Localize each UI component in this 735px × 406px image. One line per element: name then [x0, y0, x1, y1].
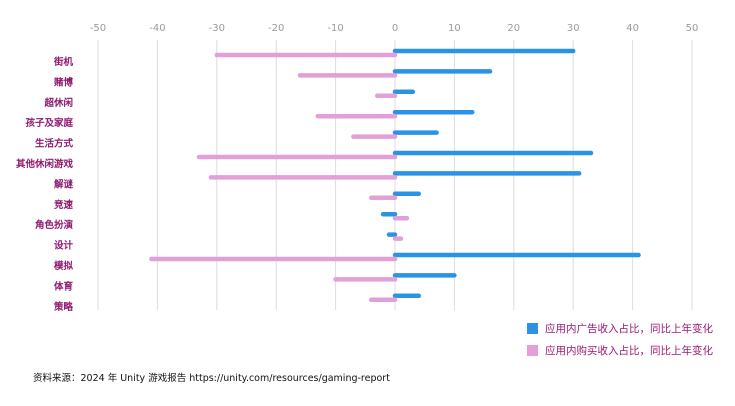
category-label: 孩子及家庭 — [25, 117, 73, 129]
source-note: 资料来源：2024 年 Unity 游戏报告 https://unity.com… — [33, 373, 390, 384]
legend-label-iap: 应用内购买收入占比，同比上年变化 — [545, 344, 713, 357]
legend-label-ad: 应用内广告收入占比，同比上年变化 — [545, 322, 713, 335]
x-tick-label: -30 — [209, 23, 225, 34]
x-tick-label: 20 — [507, 23, 520, 34]
category-label: 体育 — [54, 280, 74, 292]
category-label: 竞速 — [53, 199, 74, 211]
bars — [149, 48, 641, 303]
x-tick-label: 10 — [448, 23, 461, 34]
category-label: 其他休闲游戏 — [16, 158, 74, 170]
category-label: 街机 — [53, 56, 74, 68]
x-tick-label: 30 — [567, 23, 580, 34]
category-label: 模拟 — [54, 260, 74, 272]
x-tick-label: 0 — [392, 23, 398, 34]
legend-item-ad-revenue: 应用内广告收入占比，同比上年变化 — [527, 318, 713, 338]
legend-swatch-iap — [527, 344, 538, 356]
x-tick-label: 50 — [686, 23, 699, 34]
x-tick-label: 40 — [626, 23, 639, 34]
category-label: 设计 — [54, 240, 74, 252]
category-label: 策略 — [53, 301, 74, 313]
legend-item-iap-revenue: 应用内购买收入占比，同比上年变化 — [527, 340, 713, 360]
category-label: 赌博 — [53, 76, 74, 88]
x-tick-label: -40 — [149, 23, 165, 34]
legend-swatch-ad — [527, 322, 538, 334]
x-tick-labels: -50 -40 -30 -20 -10 0 10 20 30 40 50 — [90, 23, 699, 34]
x-tick-label: -10 — [327, 23, 343, 34]
x-tick-label: -50 — [90, 23, 106, 34]
category-label: 超休闲 — [43, 97, 73, 109]
category-label: 生活方式 — [35, 138, 74, 150]
x-tick-label: -20 — [268, 23, 284, 34]
category-label: 解谜 — [54, 178, 74, 190]
legend: 应用内广告收入占比，同比上年变化 应用内购买收入占比，同比上年变化 — [527, 318, 713, 362]
category-label: 角色扮演 — [35, 219, 74, 231]
